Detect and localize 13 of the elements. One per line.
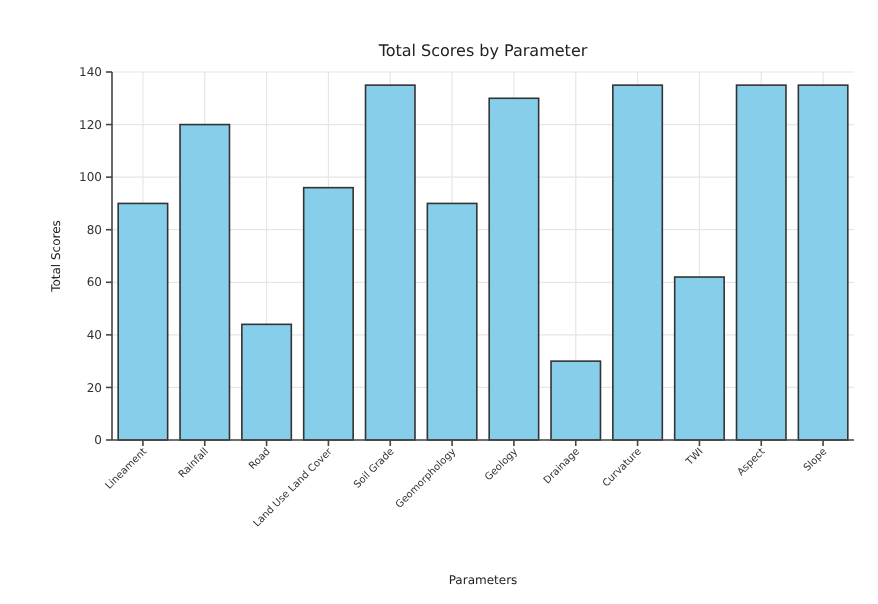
bar <box>550 360 602 441</box>
bar <box>179 123 231 441</box>
bar <box>735 84 787 441</box>
bar <box>241 323 293 441</box>
bar <box>117 202 169 441</box>
bar <box>488 97 540 441</box>
bar <box>673 276 725 441</box>
bar <box>426 202 478 441</box>
bar <box>364 84 416 441</box>
chart-title: Total Scores by Parameter <box>376 42 589 60</box>
bar <box>612 84 664 441</box>
bar <box>302 186 354 441</box>
bar <box>797 84 849 441</box>
